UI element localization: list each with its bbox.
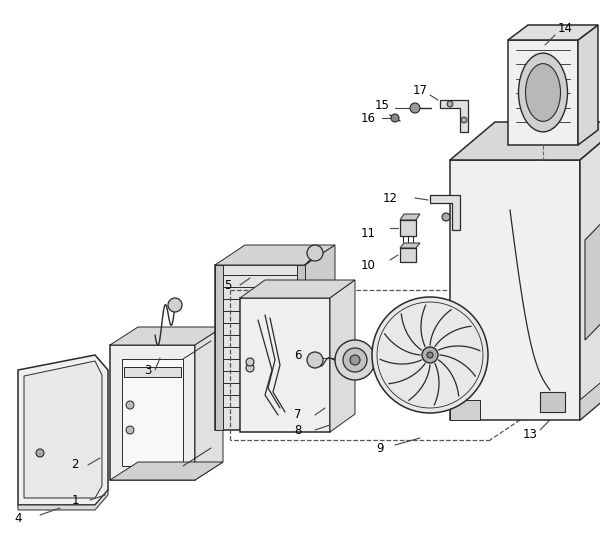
Circle shape [307, 352, 323, 368]
Circle shape [410, 103, 420, 113]
Polygon shape [18, 490, 108, 510]
Text: 3: 3 [145, 363, 152, 376]
Circle shape [36, 449, 44, 457]
Polygon shape [580, 362, 600, 420]
Text: 13: 13 [523, 428, 538, 441]
Circle shape [372, 297, 488, 413]
Polygon shape [18, 355, 108, 505]
Polygon shape [110, 345, 195, 480]
Polygon shape [400, 220, 416, 236]
Polygon shape [580, 122, 600, 420]
Polygon shape [297, 265, 305, 430]
Polygon shape [508, 25, 598, 40]
Polygon shape [508, 40, 578, 145]
Text: 12: 12 [383, 192, 398, 204]
Polygon shape [430, 195, 460, 230]
Circle shape [335, 340, 375, 380]
Text: 14: 14 [557, 21, 572, 35]
Circle shape [350, 355, 360, 365]
Circle shape [447, 101, 453, 107]
Text: 16: 16 [361, 111, 376, 124]
Polygon shape [585, 202, 600, 340]
Polygon shape [24, 361, 102, 498]
Ellipse shape [518, 53, 568, 132]
Polygon shape [215, 245, 335, 265]
Polygon shape [215, 265, 223, 430]
Polygon shape [450, 400, 480, 420]
Circle shape [461, 117, 467, 123]
Circle shape [442, 213, 450, 221]
Polygon shape [400, 214, 420, 220]
Polygon shape [110, 327, 223, 345]
Polygon shape [240, 298, 330, 432]
Circle shape [422, 347, 438, 363]
Circle shape [391, 114, 399, 122]
Circle shape [126, 401, 134, 409]
Text: 6: 6 [294, 348, 302, 362]
Text: 2: 2 [71, 459, 79, 472]
Polygon shape [240, 280, 355, 298]
Polygon shape [450, 122, 600, 160]
Polygon shape [540, 392, 565, 412]
Text: 17: 17 [413, 83, 428, 96]
Polygon shape [110, 462, 223, 480]
Text: 5: 5 [224, 278, 232, 292]
Circle shape [343, 348, 367, 372]
Polygon shape [215, 265, 305, 430]
Text: 1: 1 [71, 493, 79, 506]
Polygon shape [195, 327, 223, 480]
Text: 7: 7 [294, 408, 302, 422]
Circle shape [427, 352, 433, 358]
Polygon shape [400, 243, 420, 248]
Polygon shape [400, 248, 416, 262]
Text: 15: 15 [374, 99, 389, 111]
Circle shape [126, 426, 134, 434]
Polygon shape [578, 25, 598, 145]
Polygon shape [440, 100, 468, 132]
Polygon shape [305, 245, 335, 430]
Polygon shape [450, 160, 580, 420]
Text: 10: 10 [361, 259, 376, 272]
Circle shape [246, 358, 254, 366]
Polygon shape [122, 359, 183, 466]
Ellipse shape [526, 64, 560, 122]
Polygon shape [124, 367, 181, 377]
Circle shape [307, 245, 323, 261]
Circle shape [168, 298, 182, 312]
Text: 8: 8 [295, 423, 302, 436]
Polygon shape [330, 280, 355, 432]
Text: 9: 9 [376, 441, 384, 455]
Circle shape [246, 364, 254, 372]
Text: 4: 4 [14, 511, 22, 525]
Text: 11: 11 [361, 226, 376, 240]
